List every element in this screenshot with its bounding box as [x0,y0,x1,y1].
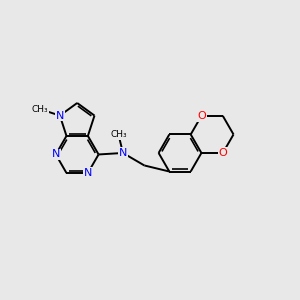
Text: O: O [197,111,206,121]
Text: CH₃: CH₃ [32,105,48,114]
Text: N: N [119,148,127,158]
Text: N: N [56,111,64,121]
Text: CH₃: CH₃ [110,130,127,139]
Text: O: O [218,148,227,158]
Text: N: N [84,168,92,178]
Text: N: N [52,149,60,160]
